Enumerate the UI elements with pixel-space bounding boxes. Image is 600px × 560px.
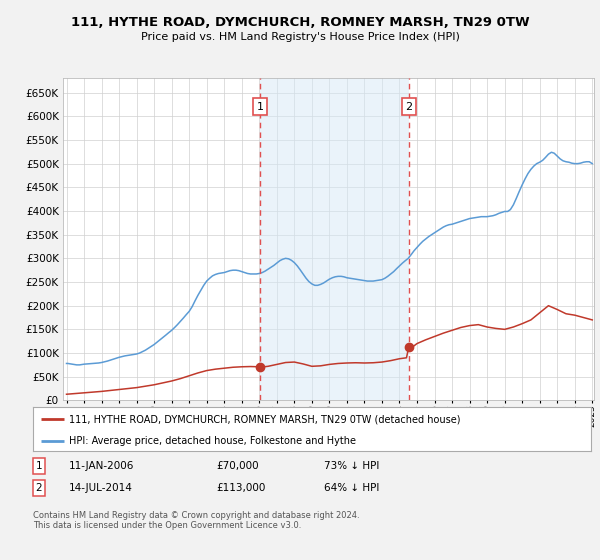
Bar (260, 78, 409, 400)
Text: £113,000: £113,000 (216, 483, 265, 493)
Text: Price paid vs. HM Land Registry's House Price Index (HPI): Price paid vs. HM Land Registry's House … (140, 32, 460, 43)
Text: 111, HYTHE ROAD, DYMCHURCH, ROMNEY MARSH, TN29 0TW: 111, HYTHE ROAD, DYMCHURCH, ROMNEY MARSH… (71, 16, 529, 29)
Text: 64% ↓ HPI: 64% ↓ HPI (324, 483, 379, 493)
Text: 1: 1 (35, 461, 43, 471)
Text: 1: 1 (256, 102, 263, 112)
Text: Contains HM Land Registry data © Crown copyright and database right 2024.
This d: Contains HM Land Registry data © Crown c… (33, 511, 359, 530)
Text: 2: 2 (405, 102, 412, 112)
Text: HPI: Average price, detached house, Folkestone and Hythe: HPI: Average price, detached house, Folk… (69, 436, 356, 446)
Text: £70,000: £70,000 (216, 461, 259, 471)
Text: 111, HYTHE ROAD, DYMCHURCH, ROMNEY MARSH, TN29 0TW (detached house): 111, HYTHE ROAD, DYMCHURCH, ROMNEY MARSH… (69, 414, 461, 424)
Text: 11-JAN-2006: 11-JAN-2006 (69, 461, 134, 471)
Text: 14-JUL-2014: 14-JUL-2014 (69, 483, 133, 493)
Text: 73% ↓ HPI: 73% ↓ HPI (324, 461, 379, 471)
Text: 2: 2 (35, 483, 43, 493)
